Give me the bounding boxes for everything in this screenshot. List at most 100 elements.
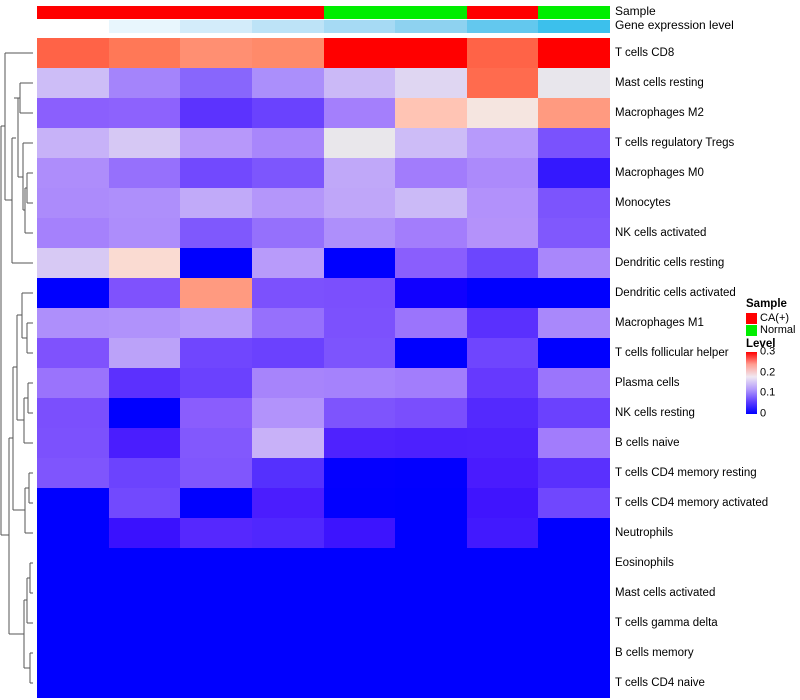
- heatmap-cell: [180, 218, 252, 248]
- sample-annotation-cell: [108, 6, 181, 19]
- heatmap-row-label: T cells CD4 memory activated: [615, 497, 769, 509]
- sample-legend-item: CA(+): [746, 312, 795, 324]
- heatmap-cell: [37, 278, 109, 308]
- heatmap-cell: [323, 98, 396, 128]
- heatmap-row-label: Monocytes: [615, 197, 671, 209]
- heatmap-cell: [466, 668, 539, 698]
- heatmap-cell: [466, 338, 539, 368]
- heatmap-cell: [108, 398, 181, 428]
- heatmap-row: [37, 488, 610, 518]
- heatmap-cell: [180, 578, 252, 608]
- heatmap-cell: [180, 398, 252, 428]
- heatmap-cell: [108, 218, 181, 248]
- heatmap-cell: [538, 308, 610, 338]
- heatmap-cell: [108, 518, 181, 548]
- heatmap-cell: [466, 368, 539, 398]
- heatmap-cell: [395, 248, 467, 278]
- heatmap-row: [37, 158, 610, 188]
- heatmap-cell: [37, 38, 109, 68]
- heatmap-cell: [466, 68, 539, 98]
- heatmap-row-label: B cells memory: [615, 647, 694, 659]
- heatmap-cell: [395, 188, 467, 218]
- heatmap-cell: [466, 608, 539, 638]
- heatmap-cell: [37, 488, 109, 518]
- level-colorbar-tick: 0: [760, 407, 767, 420]
- heatmap-row: [37, 458, 610, 488]
- level-colorbar-ticks: 0.3 0.2 0.1 0: [760, 346, 790, 419]
- heatmap-cell: [251, 128, 324, 158]
- heatmap-row: [37, 98, 610, 128]
- heatmap-cell: [251, 218, 324, 248]
- heatmap-cell: [395, 428, 467, 458]
- heatmap-cell: [251, 428, 324, 458]
- heatmap-cell: [466, 128, 539, 158]
- heatmap-row-label: T cells follicular helper: [615, 347, 729, 359]
- heatmap-cell: [538, 398, 610, 428]
- heatmap-cell: [323, 608, 396, 638]
- heatmap-cell: [180, 518, 252, 548]
- sample-legend-item: Normal: [746, 324, 795, 336]
- heatmap-cell: [251, 668, 324, 698]
- heatmap-cell: [37, 218, 109, 248]
- heatmap-cell: [466, 248, 539, 278]
- heatmap-cell: [395, 128, 467, 158]
- heatmap-cell: [37, 458, 109, 488]
- gene-expression-annotation-cell: [251, 20, 324, 33]
- level-colorbar-tick: 0.3: [760, 345, 776, 358]
- heatmap-cell: [466, 278, 539, 308]
- heatmap-row: [37, 668, 610, 698]
- heatmap-cell: [180, 458, 252, 488]
- heatmap-cell: [108, 38, 181, 68]
- sample-annotation-label: Sample: [615, 4, 656, 18]
- sample-legend: Sample CA(+) Normal: [746, 298, 795, 336]
- heatmap-cell: [108, 278, 181, 308]
- gene-expression-annotation-cell: [538, 20, 610, 33]
- sample-legend-swatch: [746, 312, 757, 324]
- gene-expression-annotation-label: Gene expression level: [615, 18, 734, 32]
- heatmap-row-label: Neutrophils: [615, 527, 674, 539]
- heatmap-row-label: T cells CD8: [615, 47, 675, 59]
- heatmap-row: [37, 248, 610, 278]
- heatmap-cell: [538, 38, 610, 68]
- sample-annotation-cell: [395, 6, 467, 19]
- heatmap-cell: [108, 128, 181, 158]
- heatmap-cell: [180, 308, 252, 338]
- heatmap-row-label: NK cells resting: [615, 407, 695, 419]
- heatmap-cell: [395, 488, 467, 518]
- heatmap-cell: [108, 188, 181, 218]
- heatmap-cell: [538, 518, 610, 548]
- heatmap-cell: [37, 398, 109, 428]
- heatmap-row: [37, 518, 610, 548]
- heatmap-row-label: B cells naive: [615, 437, 680, 449]
- sample-legend-items: CA(+) Normal: [746, 312, 795, 336]
- heatmap-cell: [323, 248, 396, 278]
- heatmap-cell: [108, 608, 181, 638]
- heatmap-cell: [395, 518, 467, 548]
- heatmap-cell: [108, 248, 181, 278]
- heatmap-row-label: Eosinophils: [615, 557, 674, 569]
- heatmap-cell: [180, 98, 252, 128]
- heatmap-cell: [466, 428, 539, 458]
- heatmap-row: [37, 368, 610, 398]
- heatmap-row: [37, 638, 610, 668]
- sample-annotation-cell: [37, 6, 109, 19]
- sample-annotation-cell: [466, 6, 539, 19]
- heatmap-cell: [323, 158, 396, 188]
- heatmap-cell: [251, 578, 324, 608]
- heatmap-cell: [466, 188, 539, 218]
- level-legend-title: Level: [746, 338, 776, 350]
- heatmap-cell: [251, 248, 324, 278]
- heatmap-cell: [466, 458, 539, 488]
- heatmap-grid: [37, 38, 610, 698]
- heatmap-cell: [466, 518, 539, 548]
- sample-annotation-cell: [538, 6, 610, 19]
- heatmap-cell: [538, 638, 610, 668]
- heatmap-cell: [466, 398, 539, 428]
- gene-expression-annotation-cell: [395, 20, 467, 33]
- heatmap-cell: [180, 338, 252, 368]
- heatmap-row-label: Plasma cells: [615, 377, 680, 389]
- heatmap-cell: [538, 668, 610, 698]
- heatmap-cell: [395, 218, 467, 248]
- heatmap-cell: [37, 368, 109, 398]
